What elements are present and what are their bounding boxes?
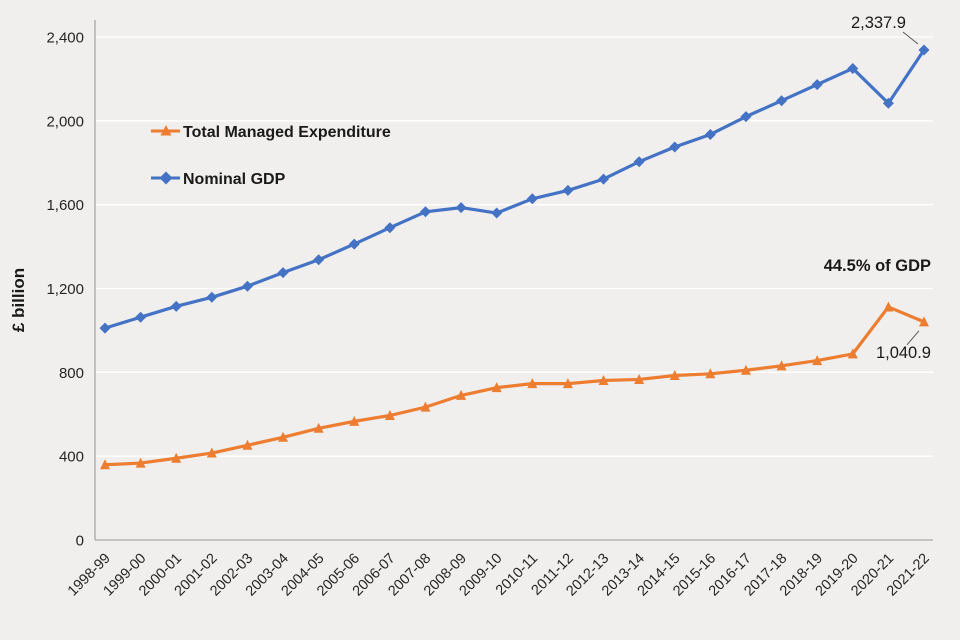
triangle-marker-icon xyxy=(847,348,858,359)
triangle-marker-icon xyxy=(527,378,538,389)
annotation-leader-lines xyxy=(902,31,920,346)
diamond-marker-icon xyxy=(776,95,788,107)
y-tick-label: 400 xyxy=(59,449,84,466)
triangle-marker-icon xyxy=(740,364,751,375)
diamond-marker-icon xyxy=(811,79,823,91)
triangle-marker-icon xyxy=(349,415,360,426)
diamond-marker-icon xyxy=(99,322,111,334)
triangle-marker-icon xyxy=(598,375,609,386)
diamond-marker-icon xyxy=(918,44,930,56)
diamond-marker-icon xyxy=(159,171,173,185)
triangle-marker-icon xyxy=(100,459,110,470)
triangle-marker-icon xyxy=(384,410,395,421)
diamond-marker-icon xyxy=(882,97,894,109)
diamond-marker-icon xyxy=(455,202,467,214)
diamond-marker-icon xyxy=(633,156,645,168)
y-tick-label: 1,200 xyxy=(46,281,84,298)
diamond-marker-icon xyxy=(241,280,253,292)
y-tick-label: 0 xyxy=(76,533,84,550)
triangle-marker-icon xyxy=(634,373,645,384)
diamond-marker-icon xyxy=(740,111,752,123)
y-axis-title: £ billion xyxy=(9,268,28,332)
legend-item-gdp: Nominal GDP xyxy=(151,171,286,188)
diamond-marker-icon xyxy=(384,222,396,234)
triangle-marker-icon xyxy=(206,447,217,458)
annotation-tme-final-value: 1,040.9 xyxy=(876,344,931,362)
diamond-marker-icon xyxy=(348,238,360,250)
triangle-marker-icon xyxy=(456,389,467,400)
legend-label-gdp: Nominal GDP xyxy=(183,171,286,188)
triangle-marker-icon xyxy=(812,355,823,366)
y-tick-label: 1,600 xyxy=(46,197,84,214)
x-axis-tick-labels: 1998-991999-002000-012001-022002-032003-… xyxy=(65,551,933,600)
triangle-marker-icon xyxy=(491,382,502,393)
legend-item-tme: Total Managed Expenditure xyxy=(151,124,391,141)
diamond-marker-icon xyxy=(562,184,574,196)
diamond-marker-icon xyxy=(170,300,182,312)
diamond-marker-icon xyxy=(669,141,681,153)
annotation-tme-percent-of-gdp: 44.5% of GDP xyxy=(824,257,931,275)
triangle-marker-icon xyxy=(883,301,894,312)
y-axis-tick-labels: 0 400 800 1,200 1,600 2,000 2,400 xyxy=(46,30,84,550)
diamond-marker-icon xyxy=(847,62,859,74)
axes xyxy=(94,20,933,541)
triangle-marker-icon xyxy=(171,452,182,463)
diamond-marker-icon xyxy=(277,267,289,279)
diamond-marker-icon xyxy=(598,173,610,185)
y-tick-label: 800 xyxy=(59,365,84,382)
triangle-marker-icon xyxy=(705,368,716,379)
triangle-marker-icon xyxy=(669,369,680,380)
y-tick-label: 2,000 xyxy=(46,113,84,130)
triangle-marker-icon xyxy=(562,378,573,389)
diamond-marker-icon xyxy=(313,254,325,266)
triangle-marker-icon xyxy=(278,431,289,442)
triangle-marker-icon xyxy=(919,316,929,327)
diamond-marker-icon xyxy=(526,193,538,205)
triangle-marker-icon xyxy=(420,401,431,412)
diamond-marker-icon xyxy=(135,311,147,323)
legend-label-tme: Total Managed Expenditure xyxy=(183,124,391,141)
triangle-marker-icon xyxy=(776,360,787,371)
diamond-marker-icon xyxy=(206,291,218,303)
legend: Total Managed Expenditure Nominal GDP xyxy=(151,124,391,188)
diamond-marker-icon xyxy=(491,207,503,219)
triangle-marker-icon xyxy=(135,457,146,468)
y-tick-label: 2,400 xyxy=(46,30,84,47)
triangle-marker-icon xyxy=(160,125,172,136)
annotation-gdp-final-value: 2,337.9 xyxy=(851,14,906,32)
triangle-marker-icon xyxy=(242,439,253,450)
triangle-marker-icon xyxy=(313,422,324,433)
diamond-marker-icon xyxy=(419,206,431,218)
diamond-marker-icon xyxy=(704,128,716,140)
gridlines xyxy=(95,36,933,541)
series-layer xyxy=(99,44,930,470)
